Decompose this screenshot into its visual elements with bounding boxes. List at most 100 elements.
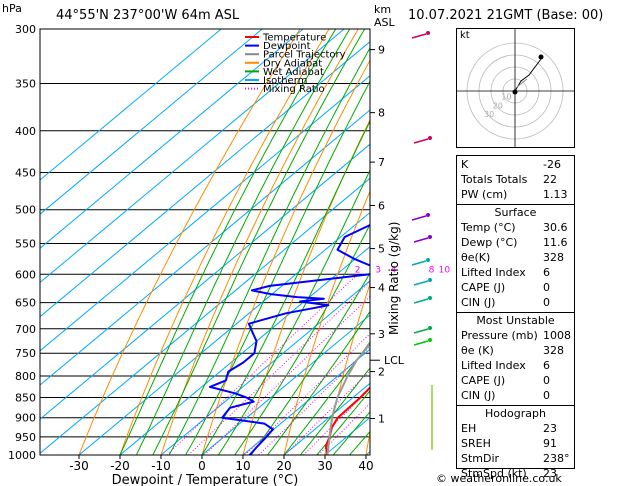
isotherm-line <box>40 29 263 215</box>
legend-label: Dewpoint <box>263 41 311 52</box>
wet-adiabat-line <box>267 310 370 455</box>
pressure-tick-label: 850 <box>15 391 36 404</box>
section-title: Hodograph <box>485 407 546 420</box>
isotherm-line <box>242 348 370 455</box>
dry-adiabat-line <box>611 17 629 455</box>
index-row: θe (K) 328 <box>461 344 570 358</box>
temperature-tick-label: -30 <box>69 459 89 473</box>
height-tick-label: 5 <box>378 243 385 256</box>
index-label: Lifted Index <box>461 359 526 372</box>
wind-barb-dot <box>426 31 430 35</box>
pressure-tick-label: 350 <box>15 78 36 91</box>
index-value: 328 <box>543 251 564 264</box>
dry-adiabat-line <box>283 189 370 455</box>
index-value: 0 <box>543 281 550 294</box>
dry-adiabat-line <box>242 118 370 455</box>
mixing-ratio-axis-title: Mixing Ratio (g/kg) <box>387 222 401 335</box>
mixing-ratio-line <box>166 273 358 455</box>
pressure-tick-label: 300 <box>15 23 36 36</box>
index-row: Lifted Index 6 <box>461 359 570 373</box>
index-row: K -26 <box>461 158 570 172</box>
legend-label: Temperature <box>262 33 326 44</box>
index-value: 11.6 <box>543 236 568 249</box>
index-label: CAPE (J) <box>461 374 506 387</box>
dry-adiabat-line <box>119 29 330 455</box>
isotherm-line <box>40 29 222 181</box>
dry-adiabat-line <box>201 59 370 455</box>
mixing-ratio-label: 10 <box>439 265 451 275</box>
index-value: 0 <box>543 389 550 402</box>
dewpoint-profile <box>208 223 370 455</box>
wet-adiabat-line <box>316 390 370 455</box>
temperature-profile <box>324 386 370 455</box>
pressure-tick-label: 600 <box>15 268 36 281</box>
index-label: K <box>461 158 469 171</box>
index-value: 6 <box>543 266 550 279</box>
index-value: 23 <box>543 422 557 435</box>
hodograph-ring-label: 20 <box>493 101 503 110</box>
index-row: CAPE (J) 0 <box>461 281 570 295</box>
plot-area <box>40 17 629 455</box>
mixing-ratio-label: 8 <box>429 265 435 275</box>
height-tick-label: 8 <box>378 107 385 120</box>
mixing-ratio-line <box>188 281 370 455</box>
height-tick-label: 9 <box>378 44 385 57</box>
wind-barb-shaft <box>413 237 429 243</box>
index-label: θe (K) <box>461 344 494 357</box>
legend-label: Isotherm <box>263 76 307 87</box>
wind-barb-dot <box>426 213 430 217</box>
table-separator <box>457 204 574 205</box>
wind-barb-dot <box>428 296 432 300</box>
mixing-ratio-line <box>204 295 370 455</box>
index-label: Totals Totals <box>461 173 528 186</box>
legend-label: Dry Adiabat <box>263 58 322 69</box>
mixing-ratio-line <box>284 370 370 455</box>
hodograph-endpoint <box>538 54 544 60</box>
index-value: 328 <box>543 344 564 357</box>
index-label: StmSpd (kt) <box>461 467 527 480</box>
index-label: EH <box>461 422 477 435</box>
isotherm-line <box>40 29 345 284</box>
index-value: 238° <box>543 452 570 465</box>
index-label: Dewp (°C) <box>461 236 518 249</box>
index-value: -26 <box>543 158 561 171</box>
temperature-tick-label: 40 <box>358 459 373 473</box>
pressure-tick-label: 1000 <box>8 449 36 462</box>
height-unit-asl-label: ASL <box>374 16 395 29</box>
isotherm-line <box>40 177 370 454</box>
index-value: 30.6 <box>543 221 568 234</box>
wind-barb-dot <box>428 338 432 342</box>
index-value: 0 <box>543 374 550 387</box>
mixing-ratio-label: 4 <box>390 265 396 275</box>
temperature-tick-label: 30 <box>317 459 332 473</box>
hodograph-storm-vector <box>516 78 528 88</box>
wet-adiabat-line <box>119 29 337 455</box>
index-label: Temp (°C) <box>461 221 516 234</box>
hodograph-ring-label: 30 <box>484 110 494 119</box>
isotherm-line <box>160 280 370 455</box>
index-value: 1.13 <box>543 188 568 201</box>
wind-barb-dot <box>428 136 432 140</box>
isotherm-line <box>283 382 370 455</box>
dry-adiabat-line <box>571 17 629 455</box>
index-label: CAPE (J) <box>461 281 506 294</box>
index-value: 22 <box>543 173 557 186</box>
index-value: 0 <box>543 296 550 309</box>
wind-barb-shaft <box>411 215 427 221</box>
wind-barb-dot <box>428 326 432 330</box>
height-tick-label: 4 <box>378 282 385 295</box>
mixing-ratio-label: 3 <box>375 265 381 275</box>
wet-adiabat-line <box>152 29 366 455</box>
section-title: Surface <box>494 206 537 219</box>
pressure-tick-label: 550 <box>15 237 36 250</box>
datetime-title: 10.07.2021 21GMT (Base: 00) <box>408 8 604 23</box>
isotherm-line <box>40 41 370 318</box>
pressure-tick-label: 400 <box>15 125 36 138</box>
isotherm-line <box>78 211 370 455</box>
pressure-tick-label: 450 <box>15 166 36 179</box>
hodograph-ring-label: 10 <box>501 93 511 102</box>
wet-adiabat-line <box>168 47 370 455</box>
